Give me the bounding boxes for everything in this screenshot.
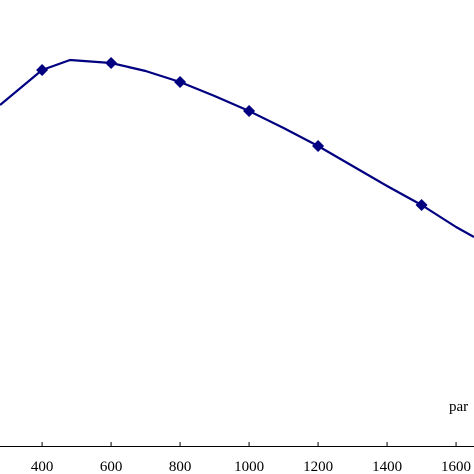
data-point (105, 57, 118, 69)
x-axis-label: par (449, 399, 468, 415)
x-tick-label: 1600 (441, 459, 471, 474)
data-point (174, 76, 187, 88)
data-line (0, 58, 474, 238)
x-tick-label: 600 (100, 459, 123, 474)
x-tick-label: 1200 (303, 459, 333, 474)
data-point (243, 105, 256, 117)
x-tick-label: 800 (169, 459, 192, 474)
data-point (312, 140, 325, 152)
x-tick-label: 1400 (372, 459, 402, 474)
data-point (36, 64, 49, 76)
data-point (415, 199, 428, 211)
x-tick-label: 400 (31, 459, 54, 474)
x-tick-label: 1000 (234, 459, 264, 474)
